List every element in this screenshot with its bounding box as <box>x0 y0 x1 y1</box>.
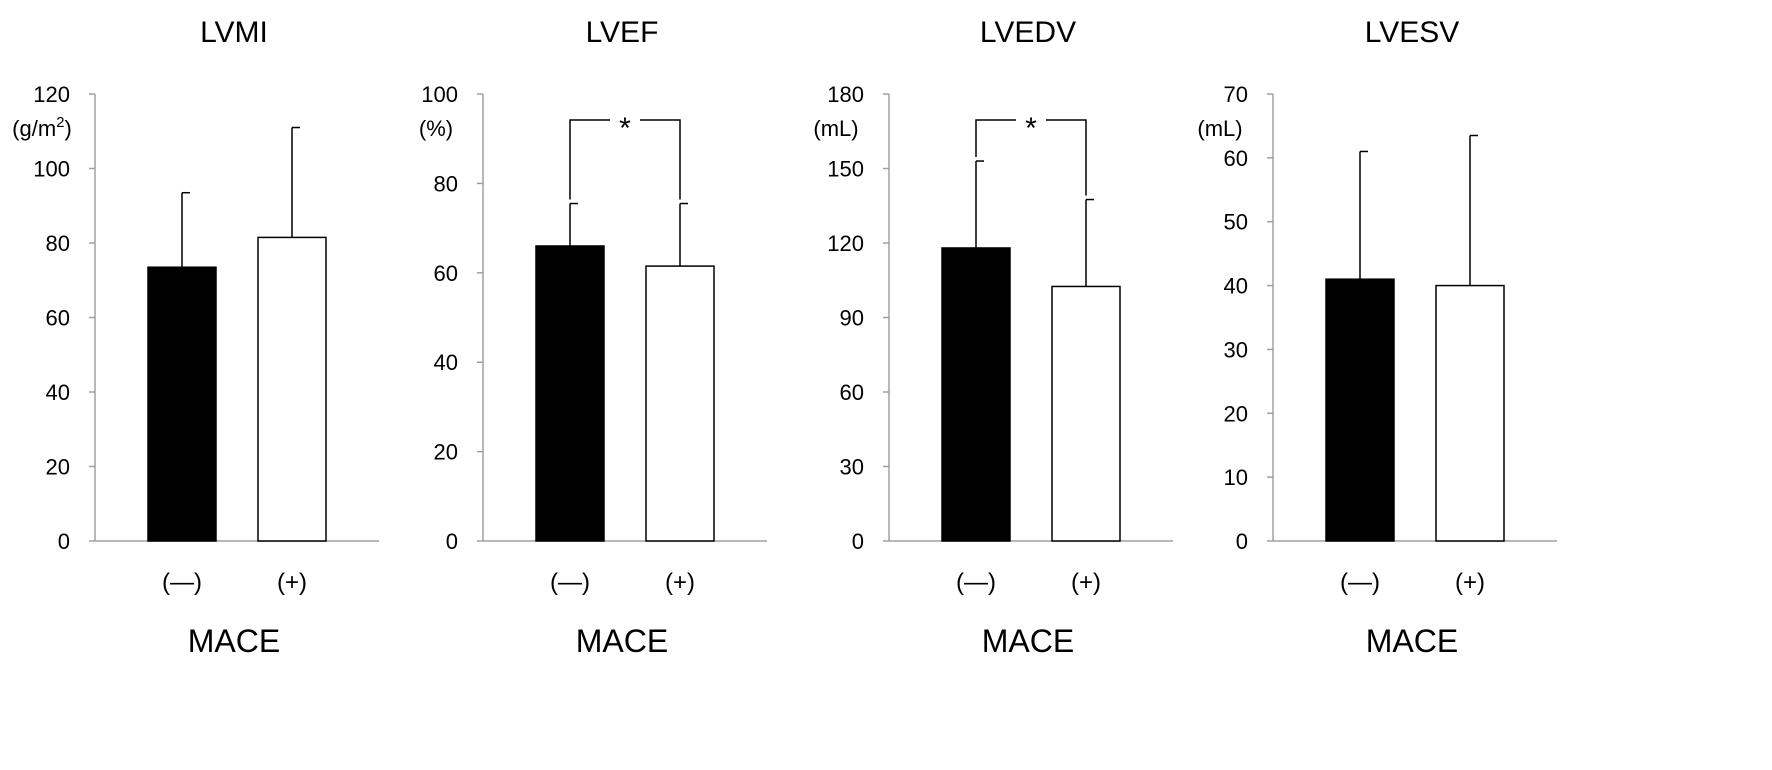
y-tick-label: 0 <box>1236 529 1248 554</box>
y-axis-label: (mL) <box>1197 116 1242 141</box>
bar-mace-negative <box>535 245 605 542</box>
chart-panel-lvmi: LVMI 0 20 40 60 80 100 120 (g/m2) (—) (+) MACE <box>12 16 379 659</box>
x-category-label: (—) <box>1340 569 1380 596</box>
x-category-label: (+) <box>1455 569 1485 596</box>
x-axis-title: MACE <box>1366 623 1458 659</box>
significance-bracket <box>975 119 1087 196</box>
y-tick-label: 40 <box>46 380 70 405</box>
x-category-label: (—) <box>956 569 996 596</box>
y-axis-label: (%) <box>419 116 453 141</box>
y-tick-label: 30 <box>1224 337 1248 362</box>
x-category-label: (—) <box>550 569 590 596</box>
bar-mace-positive <box>1051 285 1121 542</box>
bar-mace-positive <box>1435 284 1505 542</box>
y-tick-label: 120 <box>827 231 864 256</box>
y-tick-label: 180 <box>827 82 864 107</box>
significance-bracket <box>569 119 681 200</box>
y-tick-label: 50 <box>1224 210 1248 235</box>
y-tick-label: 20 <box>46 455 70 480</box>
y-axis-label: (g/m2) <box>12 114 72 141</box>
chart-title: LVEF <box>586 16 659 49</box>
x-axis-title: MACE <box>982 623 1074 659</box>
bar-mace-negative <box>147 266 217 542</box>
chart-title: LVMI <box>200 16 268 49</box>
y-axis-label: (mL) <box>813 116 858 141</box>
y-tick-label: 20 <box>1224 401 1248 426</box>
y-tick-label: 80 <box>434 171 458 196</box>
bar-mace-positive <box>257 236 327 542</box>
y-axis-label-close: ) <box>65 116 72 141</box>
significance-marker: * <box>619 112 631 145</box>
x-category-label: (+) <box>1071 569 1101 596</box>
y-tick-label: 60 <box>434 261 458 286</box>
significance-marker: * <box>1025 112 1037 145</box>
x-category-label: (+) <box>665 569 695 596</box>
y-tick-label: 120 <box>33 82 70 107</box>
chart-panel-lvef: LVEF 0 20 40 60 80 100 (%) (—) (+) * MACE <box>419 16 767 659</box>
y-tick-label: 10 <box>1224 465 1248 490</box>
y-tick-label: 100 <box>421 82 458 107</box>
y-tick-label: 30 <box>840 455 864 480</box>
x-axis-title: MACE <box>188 623 280 659</box>
bar-mace-negative <box>1325 278 1395 542</box>
y-tick-label: 100 <box>33 157 70 182</box>
x-axis-title: MACE <box>576 623 668 659</box>
y-tick-label: 0 <box>852 529 864 554</box>
y-tick-label: 60 <box>1224 146 1248 171</box>
y-tick-label: 20 <box>434 440 458 465</box>
y-tick-label: 70 <box>1224 82 1248 107</box>
y-tick-label: 0 <box>446 529 458 554</box>
y-tick-label: 40 <box>434 350 458 375</box>
y-tick-label: 0 <box>58 529 70 554</box>
y-tick-label: 60 <box>46 306 70 331</box>
chart-panel-lvedv: LVEDV 0 30 60 90 120 150 180 (mL) (—) (+) * MACE <box>813 16 1173 659</box>
chart-title: LVEDV <box>980 16 1076 49</box>
chart-panel-lvesv: LVESV 0 10 20 30 40 50 60 70 (mL) (—) (+) MACE <box>1197 16 1557 659</box>
x-category-label: (—) <box>162 569 202 596</box>
y-tick-label: 40 <box>1224 274 1248 299</box>
bar-mace-positive <box>645 265 715 542</box>
y-tick-label: 90 <box>840 306 864 331</box>
y-axis-label-superscript: 2 <box>56 114 64 131</box>
y-tick-label: 80 <box>46 231 70 256</box>
y-axis-label-main: (g/m <box>12 116 56 141</box>
bar-mace-negative <box>941 247 1011 542</box>
chart-title: LVESV <box>1365 16 1460 49</box>
y-tick-label: 150 <box>827 157 864 182</box>
y-tick-label: 60 <box>840 380 864 405</box>
x-category-label: (+) <box>277 569 307 596</box>
